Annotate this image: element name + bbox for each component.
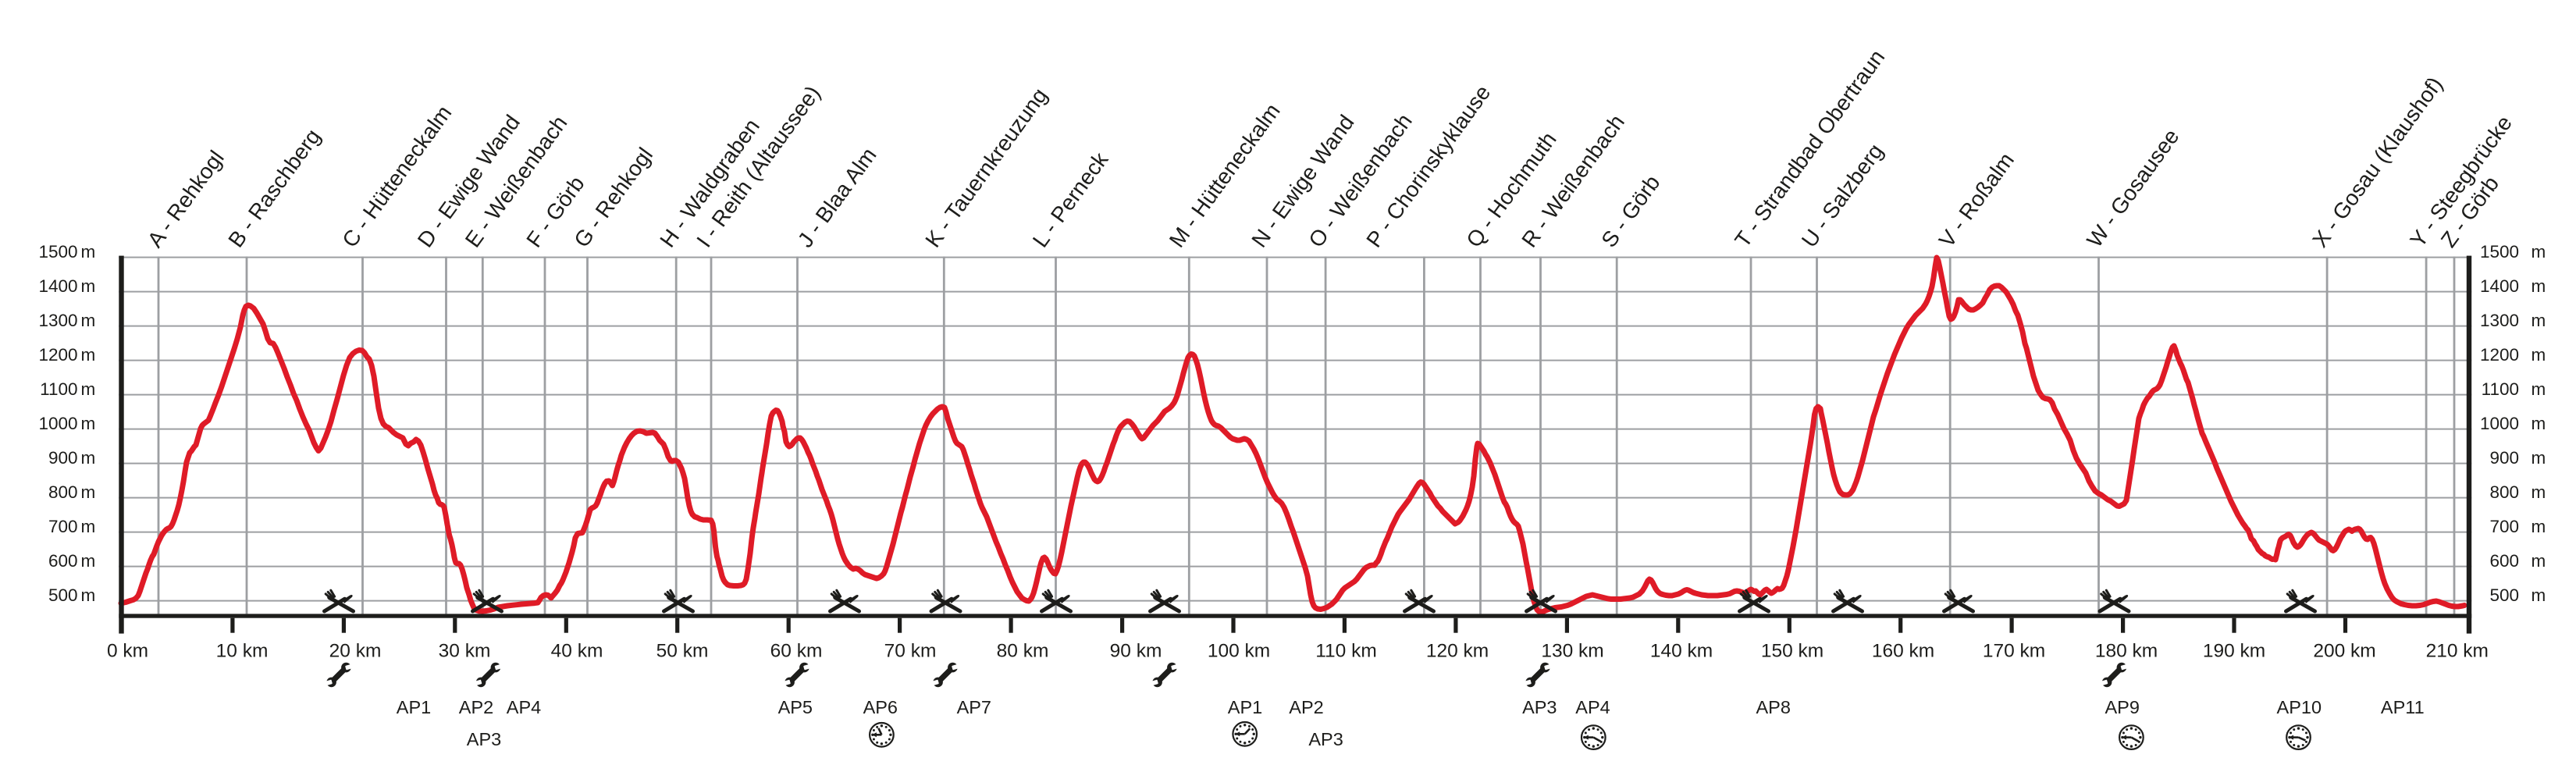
svg-text:500: 500: [2489, 585, 2519, 605]
svg-text:900: 900: [48, 448, 78, 468]
svg-text:10 km: 10 km: [216, 641, 269, 662]
svg-text:m: m: [2532, 311, 2546, 330]
svg-text:m: m: [2532, 242, 2546, 262]
svg-text:m: m: [2532, 551, 2546, 571]
svg-text:130 km: 130 km: [1541, 641, 1603, 662]
svg-text:600: 600: [2489, 551, 2519, 571]
svg-text:m: m: [81, 585, 96, 605]
svg-text:m: m: [2532, 345, 2546, 365]
svg-text:m: m: [81, 448, 96, 468]
svg-text:AP6: AP6: [863, 697, 898, 717]
svg-text:1500: 1500: [2480, 242, 2519, 262]
svg-text:m: m: [81, 345, 96, 365]
svg-text:1300: 1300: [38, 311, 77, 330]
svg-text:m: m: [81, 379, 96, 399]
svg-text:m: m: [81, 414, 96, 433]
svg-text:m: m: [81, 311, 96, 330]
svg-text:AP1: AP1: [397, 697, 431, 717]
svg-text:500: 500: [48, 585, 78, 605]
svg-text:190 km: 190 km: [2203, 641, 2265, 662]
svg-text:1200: 1200: [2480, 345, 2519, 365]
svg-text:AP4: AP4: [507, 697, 541, 717]
svg-text:AP1: AP1: [1228, 697, 1262, 717]
svg-text:W - Gosausee: W - Gosausee: [2082, 125, 2183, 252]
svg-text:120 km: 120 km: [1426, 641, 1489, 662]
svg-text:100 km: 100 km: [1208, 641, 1270, 662]
svg-text:m: m: [2532, 276, 2546, 296]
svg-text:1400: 1400: [2480, 276, 2519, 296]
svg-text:J - Blaa Alm: J - Blaa Alm: [793, 143, 881, 251]
svg-text:AP3: AP3: [1308, 729, 1343, 749]
svg-text:m: m: [2532, 448, 2546, 468]
svg-text:m: m: [2532, 414, 2546, 433]
svg-text:110 km: 110 km: [1315, 641, 1377, 662]
svg-text:900: 900: [2489, 448, 2519, 468]
svg-text:700: 700: [2489, 517, 2519, 536]
svg-text:90 km: 90 km: [1110, 641, 1162, 662]
svg-text:200 km: 200 km: [2313, 641, 2375, 662]
svg-text:AP8: AP8: [1756, 697, 1790, 717]
svg-text:m: m: [81, 517, 96, 536]
svg-text:AP11: AP11: [2381, 697, 2425, 717]
svg-text:600: 600: [48, 551, 78, 571]
svg-text:210 km: 210 km: [2426, 641, 2489, 662]
svg-text:1500: 1500: [38, 242, 77, 262]
svg-text:G - Rehkogl: G - Rehkogl: [569, 143, 657, 251]
svg-text:AP4: AP4: [1575, 697, 1610, 717]
svg-text:1400: 1400: [38, 276, 77, 296]
svg-text:m: m: [2532, 379, 2546, 399]
svg-text:50 km: 50 km: [656, 641, 709, 662]
svg-text:O - Weißenbach: O - Weißenbach: [1304, 109, 1417, 252]
svg-text:700: 700: [48, 517, 78, 536]
svg-text:800: 800: [2489, 482, 2519, 502]
svg-text:20 km: 20 km: [329, 641, 382, 662]
svg-text:AP9: AP9: [2105, 697, 2139, 717]
svg-text:1100: 1100: [2482, 379, 2519, 399]
svg-text:AP2: AP2: [1289, 697, 1323, 717]
svg-text:m: m: [81, 482, 96, 502]
svg-text:m: m: [2532, 585, 2546, 605]
svg-text:80 km: 80 km: [997, 641, 1049, 662]
svg-text:AP3: AP3: [467, 729, 501, 749]
svg-text:30 km: 30 km: [439, 641, 491, 662]
svg-text:m: m: [2532, 482, 2546, 502]
svg-text:AP2: AP2: [459, 697, 493, 717]
svg-text:V - Roßalm: V - Roßalm: [1934, 148, 2019, 252]
svg-text:B - Raschberg: B - Raschberg: [223, 125, 325, 252]
svg-text:m: m: [81, 276, 96, 296]
svg-text:170 km: 170 km: [1983, 641, 2045, 662]
svg-text:A - Rehkogl: A - Rehkogl: [143, 146, 229, 251]
svg-text:160 km: 160 km: [1872, 641, 1934, 662]
svg-text:L - Perneck: L - Perneck: [1028, 148, 1113, 252]
svg-text:1100: 1100: [40, 379, 77, 399]
svg-text:60 km: 60 km: [770, 641, 823, 662]
svg-text:1200: 1200: [38, 345, 77, 365]
svg-text:AP7: AP7: [957, 697, 991, 717]
svg-text:m: m: [81, 242, 96, 262]
svg-text:1000: 1000: [2480, 414, 2519, 433]
svg-text:70 km: 70 km: [884, 641, 937, 662]
svg-text:140 km: 140 km: [1650, 641, 1713, 662]
svg-text:1300: 1300: [2480, 311, 2519, 330]
svg-text:K - Tauernkreuzung: K - Tauernkreuzung: [920, 84, 1051, 252]
svg-text:AP10: AP10: [2277, 697, 2322, 717]
svg-text:180 km: 180 km: [2095, 641, 2158, 662]
svg-text:m: m: [2532, 517, 2546, 536]
svg-text:S - Görb: S - Görb: [1596, 171, 1664, 252]
svg-text:AP3: AP3: [1522, 697, 1557, 717]
svg-text:150 km: 150 km: [1761, 641, 1823, 662]
svg-text:AP5: AP5: [778, 697, 813, 717]
svg-text:0 km: 0 km: [107, 641, 148, 662]
svg-text:800: 800: [48, 482, 78, 502]
svg-text:m: m: [81, 551, 96, 571]
svg-text:1000: 1000: [38, 414, 77, 433]
svg-text:40 km: 40 km: [551, 641, 603, 662]
